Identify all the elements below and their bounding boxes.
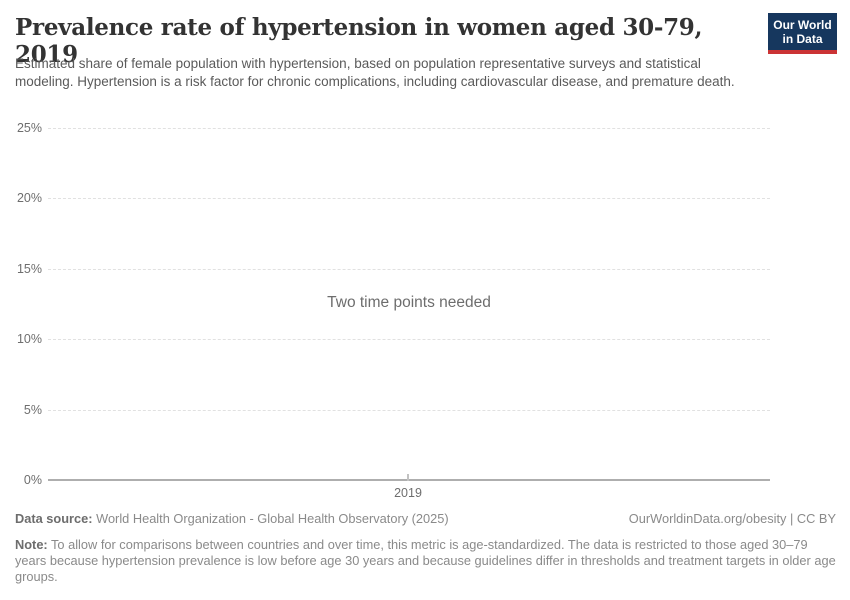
gridline-5pct bbox=[48, 410, 770, 411]
data-source-value: World Health Organization - Global Healt… bbox=[96, 511, 449, 526]
y-axis-tick-label: 5% bbox=[23, 403, 42, 417]
y-axis-tick-label: 25% bbox=[16, 121, 42, 135]
note-label: Note: bbox=[15, 537, 48, 552]
footer-source-row: Data source: World Health Organization -… bbox=[15, 511, 836, 526]
x-axis-line bbox=[48, 479, 770, 481]
gridline-10pct bbox=[48, 339, 770, 340]
owid-logo-text-line1: Our World bbox=[773, 18, 832, 32]
y-axis-tick-label: 20% bbox=[16, 191, 42, 205]
y-axis-tick-label: 0% bbox=[23, 473, 42, 487]
data-source-line: Data source: World Health Organization -… bbox=[15, 511, 449, 526]
note-text: To allow for comparisons between countri… bbox=[15, 537, 836, 584]
chart-subtitle: Estimated share of female population wit… bbox=[15, 56, 735, 89]
y-axis-tick-label: 10% bbox=[16, 332, 42, 346]
x-axis-tick-mark bbox=[407, 474, 409, 481]
gridline-15pct bbox=[48, 269, 770, 270]
chart-empty-state-message: Two time points needed bbox=[327, 294, 491, 311]
attribution-link: OurWorldinData.org/obesity | CC BY bbox=[628, 511, 836, 526]
gridline-25pct bbox=[48, 128, 770, 129]
owid-logo: Our World in Data bbox=[768, 13, 837, 55]
footer-note: Note: To allow for comparisons between c… bbox=[15, 537, 836, 585]
page-title: Prevalence rate of hypertension in women… bbox=[15, 14, 703, 68]
x-axis-tick-label: 2019 bbox=[394, 486, 422, 500]
gridline-20pct bbox=[48, 198, 770, 199]
y-axis-tick-label: 15% bbox=[16, 262, 42, 276]
data-source-label: Data source: bbox=[15, 511, 93, 526]
owid-logo-text-line2: in Data bbox=[782, 32, 823, 47]
